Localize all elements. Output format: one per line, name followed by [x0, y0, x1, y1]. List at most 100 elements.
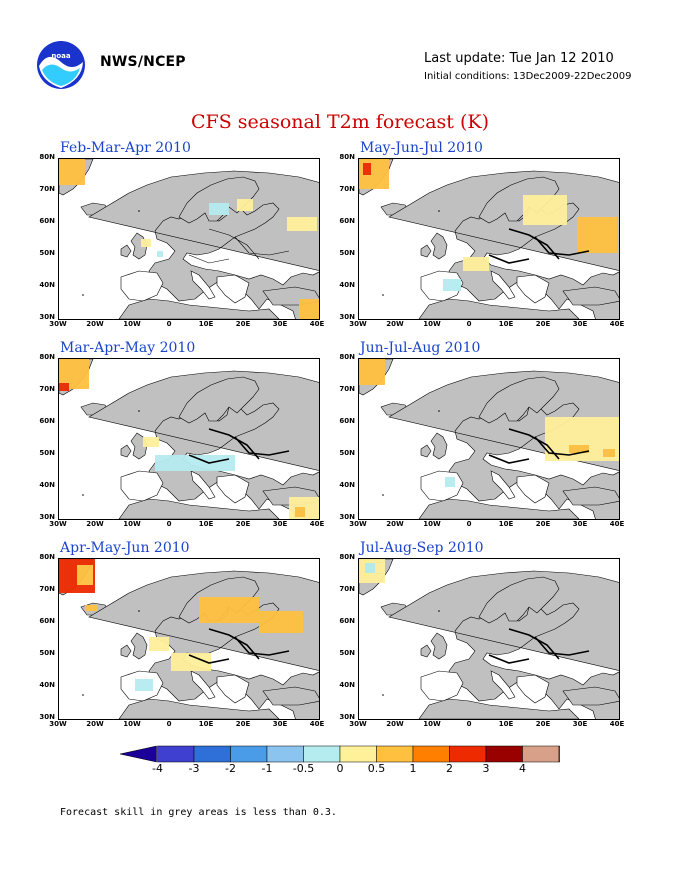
- lon-tick-label: 20W: [86, 320, 104, 328]
- lon-tick-label: 10W: [423, 720, 441, 728]
- lon-tick-label: 10E: [198, 720, 214, 728]
- colorbar-label: 2: [446, 762, 453, 775]
- lat-tick-label: 40N: [39, 481, 55, 489]
- panel-title: Jun-Jul-Aug 2010: [360, 340, 481, 356]
- lat-tick-label: 60N: [339, 617, 355, 625]
- lat-tick-label: 50N: [39, 249, 55, 257]
- lat-tick-label: 40N: [339, 681, 355, 689]
- forecast-map: [358, 158, 620, 320]
- lat-tick-label: 30N: [39, 313, 55, 321]
- lat-tick-label: 80N: [39, 553, 55, 561]
- forecast-map: [358, 558, 620, 720]
- colorbar: [120, 745, 560, 763]
- lon-tick-label: 30E: [572, 520, 588, 528]
- lon-tick-label: 20W: [86, 720, 104, 728]
- lon-tick-label: 10E: [198, 520, 214, 528]
- forecast-panel: Apr-May-Jun 2010 80N 70N 60N 50N 40N 30N 30W 20W…: [39, 540, 358, 740]
- noaa-logo-icon: noaa: [37, 41, 85, 89]
- forecast-panel: Mar-Apr-May 2010 80N 70N 60N 50N 40N 30N 30W 20W…: [39, 340, 358, 540]
- lon-tick-label: 40E: [309, 520, 325, 528]
- lon-tick-label: 10W: [423, 520, 441, 528]
- lon-tick-label: 10E: [498, 320, 514, 328]
- lat-tick-label: 50N: [39, 449, 55, 457]
- lon-tick-label: 30E: [572, 720, 588, 728]
- lon-tick-label: 10E: [498, 720, 514, 728]
- lat-tick-label: 30N: [39, 513, 55, 521]
- lat-tick-label: 30N: [339, 713, 355, 721]
- lon-tick-label: 30W: [349, 720, 367, 728]
- lat-tick-label: 70N: [339, 185, 355, 193]
- lat-tick-label: 30N: [339, 513, 355, 521]
- lat-tick-label: 70N: [39, 585, 55, 593]
- lon-tick-label: 40E: [309, 720, 325, 728]
- colorbar-arrow-left: [120, 745, 157, 763]
- lon-tick-label: 40E: [309, 320, 325, 328]
- lat-tick-label: 60N: [39, 217, 55, 225]
- lat-tick-label: 60N: [339, 217, 355, 225]
- colorbar-label: 0: [336, 762, 344, 775]
- lon-tick-label: 30E: [272, 320, 288, 328]
- colorbar-segment: [230, 745, 268, 763]
- lat-tick-label: 80N: [339, 153, 355, 161]
- lon-tick-label: 10E: [198, 320, 214, 328]
- lon-tick-label: 40E: [609, 520, 625, 528]
- forecast-map: [358, 358, 620, 520]
- lon-tick-label: 20E: [535, 720, 551, 728]
- lat-tick-label: 40N: [339, 481, 355, 489]
- lat-tick-label: 40N: [339, 281, 355, 289]
- lon-tick-label: 0: [466, 720, 472, 728]
- forecast-map: [58, 158, 320, 320]
- forecast-panel: May-Jun-Jul 2010 80N 70N 60N 50N 40N 30N 30W 20W…: [339, 140, 658, 340]
- forecast-map: [58, 358, 320, 520]
- colorbar-label: -2: [225, 762, 236, 775]
- lon-tick-label: 20W: [386, 320, 404, 328]
- lon-tick-label: 10E: [498, 520, 514, 528]
- lat-tick-label: 80N: [39, 153, 55, 161]
- colorbar-segment: [522, 745, 560, 763]
- lon-tick-label: 30E: [272, 520, 288, 528]
- lon-tick-label: 30W: [49, 720, 67, 728]
- colorbar-segment: [266, 745, 304, 763]
- lon-tick-label: 20E: [535, 320, 551, 328]
- svg-text:noaa: noaa: [51, 52, 71, 60]
- organization-label: NWS/NCEP: [100, 54, 186, 70]
- colorbar-label: 3: [482, 762, 490, 775]
- panel-title: Apr-May-Jun 2010: [60, 540, 190, 556]
- lat-tick-label: 60N: [339, 417, 355, 425]
- initial-conditions-text: Initial conditions: 13Dec2009-22Dec2009: [424, 71, 632, 82]
- lon-tick-label: 30E: [572, 320, 588, 328]
- panel-title: Feb-Mar-Apr 2010: [60, 140, 191, 156]
- lon-tick-label: 0: [166, 320, 172, 328]
- lon-tick-label: 10W: [423, 320, 441, 328]
- lat-tick-label: 70N: [39, 185, 55, 193]
- lat-tick-label: 50N: [339, 249, 355, 257]
- lat-tick-label: 30N: [39, 713, 55, 721]
- lon-tick-label: 20E: [235, 520, 251, 528]
- colorbar-label: -0.5: [292, 762, 315, 775]
- lon-tick-label: 10W: [123, 520, 141, 528]
- lat-tick-label: 40N: [39, 281, 55, 289]
- lon-tick-label: 20W: [386, 720, 404, 728]
- lon-tick-label: 20E: [235, 720, 251, 728]
- lat-tick-label: 70N: [39, 385, 55, 393]
- lon-tick-label: 20E: [535, 520, 551, 528]
- forecast-map: [58, 558, 320, 720]
- lon-tick-label: 20W: [386, 520, 404, 528]
- lon-tick-label: 30W: [349, 520, 367, 528]
- lon-tick-label: 30E: [272, 720, 288, 728]
- forecast-panel: Jun-Jul-Aug 2010 80N 70N 60N 50N 40N 30N 30W 20W…: [339, 340, 658, 540]
- lon-tick-label: 30W: [49, 520, 67, 528]
- colorbar-label: -4: [152, 762, 163, 775]
- footnote: Forecast skill in grey areas is less tha…: [60, 807, 337, 818]
- lat-tick-label: 50N: [339, 449, 355, 457]
- panel-title: Jul-Aug-Sep 2010: [360, 540, 484, 556]
- lon-tick-label: 10W: [123, 320, 141, 328]
- panel-title: May-Jun-Jul 2010: [360, 140, 483, 156]
- colorbar-segment: [485, 745, 523, 763]
- lat-tick-label: 50N: [39, 649, 55, 657]
- lat-tick-label: 70N: [339, 585, 355, 593]
- lon-tick-label: 20W: [86, 520, 104, 528]
- colorbar-segment: [339, 745, 377, 763]
- lat-tick-label: 30N: [339, 313, 355, 321]
- lat-tick-label: 50N: [339, 649, 355, 657]
